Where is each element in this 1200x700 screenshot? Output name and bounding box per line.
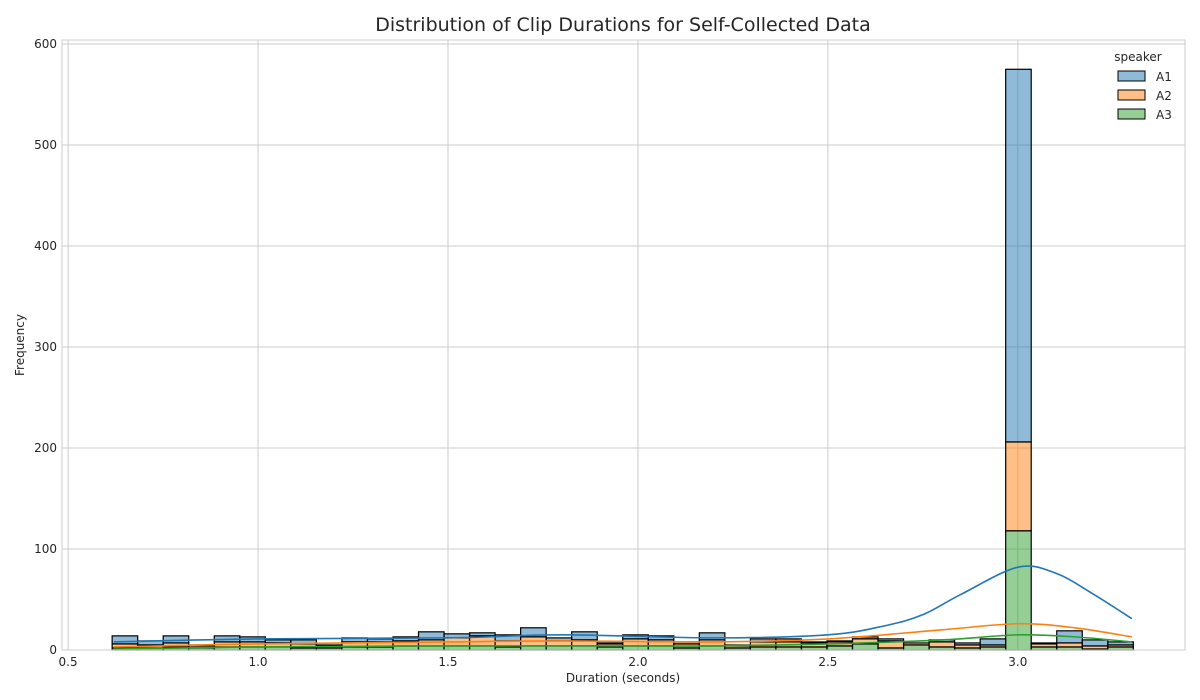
y-tick-label: 200 — [34, 441, 57, 455]
bar-A1 — [1081, 639, 1109, 647]
bar-A1 — [468, 632, 496, 637]
y-tick-label: 500 — [34, 138, 57, 152]
y-tick-label: 400 — [34, 239, 57, 253]
bar-A2 — [647, 639, 675, 647]
y-tick-label: 300 — [34, 340, 57, 354]
x-tick-label: 0.5 — [59, 655, 78, 669]
bar-A2 — [622, 638, 649, 647]
legend-label-A1: A1 — [1156, 70, 1172, 84]
bar-A1 — [1030, 642, 1058, 645]
bar-A2 — [1005, 441, 1032, 532]
y-tick-label: 600 — [34, 37, 57, 51]
chart-title: Distribution of Clip Durations for Self-… — [375, 14, 871, 36]
legend-swatch-A1 — [1117, 70, 1146, 82]
bar-A2 — [698, 639, 726, 647]
bar-A3 — [1005, 530, 1032, 651]
legend-swatch-A3 — [1117, 108, 1146, 120]
bar-A3 — [902, 644, 930, 651]
bar-A1 — [1005, 68, 1032, 443]
kde-line-A3 — [113, 633, 1132, 650]
legend-label-A3: A3 — [1156, 108, 1172, 122]
bar-A3 — [851, 643, 879, 651]
x-tick-label: 2.5 — [818, 655, 837, 669]
legend-label-A2: A2 — [1156, 89, 1172, 103]
bar-A1 — [954, 642, 981, 646]
bar-A1 — [800, 641, 828, 644]
bar-A1 — [698, 632, 726, 641]
bar-A1 — [366, 638, 394, 643]
bar-A1 — [264, 639, 292, 644]
y-tick-label: 0 — [49, 643, 57, 657]
bar-A1 — [111, 635, 139, 645]
plot-frame — [61, 39, 1186, 651]
bar-A3 — [826, 645, 854, 651]
y-axis-label: Frequency — [13, 314, 27, 376]
legend-title: speaker — [1114, 50, 1162, 64]
kde-line-A2 — [113, 622, 1132, 648]
bar-A2 — [902, 642, 930, 646]
bar-A2 — [1056, 642, 1083, 648]
bar-A1 — [1107, 641, 1134, 646]
x-tick-label: 1.0 — [248, 655, 267, 669]
bar-A1 — [520, 627, 547, 638]
bar-A1 — [596, 642, 624, 645]
kde-line-A1 — [113, 565, 1133, 643]
bar-A1 — [826, 640, 854, 643]
bar-A2 — [928, 641, 956, 648]
bar-A1 — [979, 638, 1007, 646]
legend-swatch-A2 — [1117, 89, 1146, 101]
bar-A1 — [162, 635, 190, 644]
y-tick-label: 100 — [34, 542, 57, 556]
x-axis-label: Duration (seconds) — [566, 671, 680, 685]
x-tick-label: 1.5 — [438, 655, 457, 669]
bar-A1 — [877, 638, 905, 642]
x-tick-label: 2.0 — [628, 655, 647, 669]
x-tick-label: 3.0 — [1008, 655, 1027, 669]
